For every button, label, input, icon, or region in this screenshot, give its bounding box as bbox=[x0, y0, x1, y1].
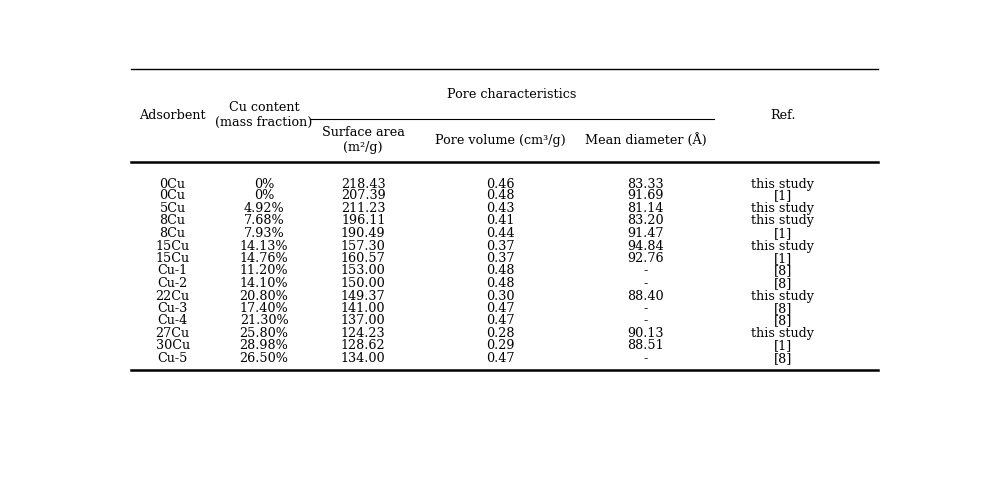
Text: Pore characteristics: Pore characteristics bbox=[448, 88, 577, 101]
Text: 0Cu: 0Cu bbox=[159, 189, 186, 202]
Text: 5Cu: 5Cu bbox=[159, 202, 186, 215]
Text: [1]: [1] bbox=[773, 189, 792, 202]
Text: Adsorbent: Adsorbent bbox=[140, 109, 206, 122]
Text: 0.43: 0.43 bbox=[486, 202, 515, 215]
Text: -: - bbox=[644, 302, 647, 315]
Text: 0.47: 0.47 bbox=[486, 352, 515, 365]
Text: 14.76%: 14.76% bbox=[240, 252, 288, 265]
Text: [8]: [8] bbox=[773, 302, 792, 315]
Text: 88.40: 88.40 bbox=[627, 290, 663, 303]
Text: 124.23: 124.23 bbox=[340, 327, 386, 340]
Text: 218.43: 218.43 bbox=[340, 177, 386, 190]
Text: 28.98%: 28.98% bbox=[240, 339, 288, 352]
Text: 134.00: 134.00 bbox=[340, 352, 386, 365]
Text: 157.30: 157.30 bbox=[340, 240, 386, 253]
Text: 0.29: 0.29 bbox=[486, 339, 515, 352]
Text: 94.84: 94.84 bbox=[627, 240, 663, 253]
Text: 91.69: 91.69 bbox=[627, 189, 663, 202]
Text: 88.51: 88.51 bbox=[627, 339, 663, 352]
Text: [1]: [1] bbox=[773, 252, 792, 265]
Text: 91.47: 91.47 bbox=[627, 227, 663, 240]
Text: 0.48: 0.48 bbox=[486, 189, 515, 202]
Text: 8Cu: 8Cu bbox=[159, 214, 186, 228]
Text: 0.47: 0.47 bbox=[486, 302, 515, 315]
Text: 0.46: 0.46 bbox=[486, 177, 515, 190]
Text: Cu-1: Cu-1 bbox=[157, 264, 188, 277]
Text: 153.00: 153.00 bbox=[340, 264, 386, 277]
Text: 149.37: 149.37 bbox=[340, 290, 386, 303]
Text: 207.39: 207.39 bbox=[340, 189, 386, 202]
Text: [8]: [8] bbox=[773, 277, 792, 290]
Text: Ref.: Ref. bbox=[769, 109, 795, 122]
Text: Cu content
(mass fraction): Cu content (mass fraction) bbox=[215, 101, 313, 129]
Text: 92.76: 92.76 bbox=[627, 252, 663, 265]
Text: 17.40%: 17.40% bbox=[240, 302, 288, 315]
Text: 128.62: 128.62 bbox=[340, 339, 386, 352]
Text: 0Cu: 0Cu bbox=[159, 177, 186, 190]
Text: 26.50%: 26.50% bbox=[239, 352, 288, 365]
Text: 0.41: 0.41 bbox=[486, 214, 515, 228]
Text: 4.92%: 4.92% bbox=[244, 202, 284, 215]
Text: 0.37: 0.37 bbox=[486, 252, 515, 265]
Text: 0.44: 0.44 bbox=[486, 227, 515, 240]
Text: 0.28: 0.28 bbox=[486, 327, 515, 340]
Text: 15Cu: 15Cu bbox=[155, 240, 190, 253]
Text: this study: this study bbox=[751, 240, 814, 253]
Text: 15Cu: 15Cu bbox=[155, 252, 190, 265]
Text: Cu-4: Cu-4 bbox=[157, 314, 188, 327]
Text: [1]: [1] bbox=[773, 227, 792, 240]
Text: 14.10%: 14.10% bbox=[240, 277, 288, 290]
Text: 137.00: 137.00 bbox=[340, 314, 386, 327]
Text: 90.13: 90.13 bbox=[627, 327, 663, 340]
Text: 21.30%: 21.30% bbox=[240, 314, 288, 327]
Text: 211.23: 211.23 bbox=[341, 202, 386, 215]
Text: 160.57: 160.57 bbox=[340, 252, 386, 265]
Text: 0%: 0% bbox=[254, 177, 275, 190]
Text: [1]: [1] bbox=[773, 339, 792, 352]
Text: -: - bbox=[644, 314, 647, 327]
Text: 22Cu: 22Cu bbox=[155, 290, 190, 303]
Text: 7.68%: 7.68% bbox=[244, 214, 284, 228]
Text: Cu-5: Cu-5 bbox=[157, 352, 188, 365]
Text: 8Cu: 8Cu bbox=[159, 227, 186, 240]
Text: 30Cu: 30Cu bbox=[155, 339, 190, 352]
Text: this study: this study bbox=[751, 177, 814, 190]
Text: -: - bbox=[644, 352, 647, 365]
Text: 7.93%: 7.93% bbox=[244, 227, 284, 240]
Text: -: - bbox=[644, 277, 647, 290]
Text: 25.80%: 25.80% bbox=[239, 327, 288, 340]
Text: Surface area
(m²/g): Surface area (m²/g) bbox=[322, 126, 404, 154]
Text: 0.47: 0.47 bbox=[486, 314, 515, 327]
Text: Mean diameter (Å): Mean diameter (Å) bbox=[584, 134, 707, 147]
Text: this study: this study bbox=[751, 202, 814, 215]
Text: Pore volume (cm³/g): Pore volume (cm³/g) bbox=[435, 134, 566, 147]
Text: 83.20: 83.20 bbox=[627, 214, 663, 228]
Text: 150.00: 150.00 bbox=[340, 277, 386, 290]
Text: -: - bbox=[644, 264, 647, 277]
Text: 0%: 0% bbox=[254, 189, 275, 202]
Text: 81.14: 81.14 bbox=[627, 202, 663, 215]
Text: Cu-2: Cu-2 bbox=[157, 277, 188, 290]
Text: 0.48: 0.48 bbox=[486, 277, 515, 290]
Text: [8]: [8] bbox=[773, 314, 792, 327]
Text: 196.11: 196.11 bbox=[341, 214, 386, 228]
Text: 20.80%: 20.80% bbox=[240, 290, 288, 303]
Text: [8]: [8] bbox=[773, 352, 792, 365]
Text: 27Cu: 27Cu bbox=[155, 327, 190, 340]
Text: Cu-3: Cu-3 bbox=[157, 302, 188, 315]
Text: 141.00: 141.00 bbox=[341, 302, 386, 315]
Text: 190.49: 190.49 bbox=[340, 227, 386, 240]
Text: 0.37: 0.37 bbox=[486, 240, 515, 253]
Text: [8]: [8] bbox=[773, 264, 792, 277]
Text: this study: this study bbox=[751, 214, 814, 228]
Text: this study: this study bbox=[751, 327, 814, 340]
Text: 83.33: 83.33 bbox=[627, 177, 663, 190]
Text: 14.13%: 14.13% bbox=[240, 240, 288, 253]
Text: 11.20%: 11.20% bbox=[240, 264, 288, 277]
Text: 0.48: 0.48 bbox=[486, 264, 515, 277]
Text: this study: this study bbox=[751, 290, 814, 303]
Text: 0.30: 0.30 bbox=[486, 290, 515, 303]
